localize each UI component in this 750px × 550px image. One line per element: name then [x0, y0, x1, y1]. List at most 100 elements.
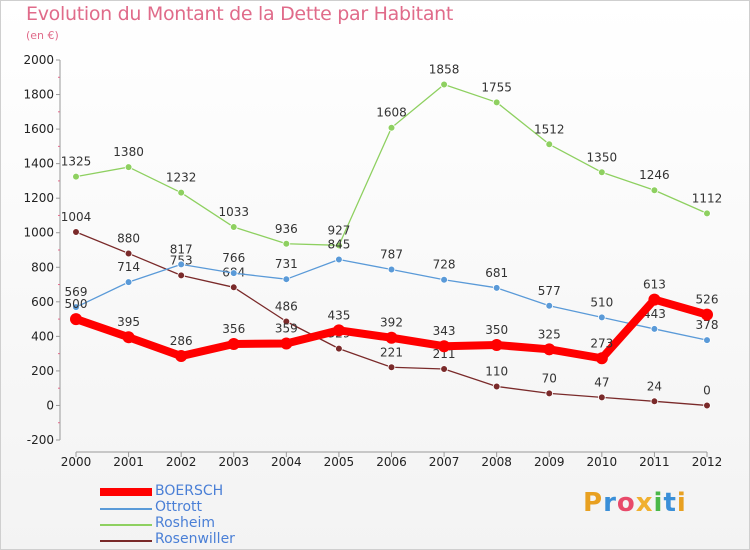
data-point — [227, 337, 240, 350]
data-point — [387, 363, 396, 372]
y-tick-label: 0 — [46, 398, 54, 412]
data-label: 1608 — [376, 106, 407, 120]
data-point — [282, 275, 291, 283]
data-label: 395 — [117, 315, 140, 329]
legend-label: BOERSCH — [155, 483, 224, 499]
data-label: 880 — [117, 231, 140, 245]
data-point — [282, 317, 291, 326]
data-label: 70 — [542, 371, 557, 385]
data-point — [332, 324, 345, 337]
data-label: 392 — [380, 316, 403, 330]
data-point — [490, 339, 503, 351]
y-tick-label: 1000 — [23, 226, 54, 240]
x-tick-label: 2001 — [113, 455, 144, 469]
data-label: 1232 — [166, 171, 197, 185]
data-point — [282, 239, 291, 248]
data-point — [598, 168, 606, 177]
y-tick-label: 200 — [31, 364, 54, 378]
data-label: 110 — [485, 364, 508, 378]
data-label: 286 — [170, 334, 193, 348]
data-point — [385, 331, 398, 344]
data-label: 486 — [275, 300, 298, 314]
data-point — [703, 401, 711, 410]
y-tick-label: -200 — [27, 433, 54, 447]
data-point — [492, 284, 501, 292]
data-point — [175, 350, 188, 363]
chart-unit: (en €) — [26, 29, 59, 42]
data-point — [72, 303, 80, 311]
data-point — [598, 313, 606, 322]
data-label: 1033 — [218, 205, 249, 219]
data-point — [545, 389, 554, 398]
data-label: 1325 — [61, 155, 92, 169]
y-tick-label: 1600 — [23, 122, 54, 136]
data-point — [177, 271, 185, 280]
x-tick-label: 2008 — [481, 455, 512, 469]
data-label: 817 — [170, 242, 193, 256]
data-label: 577 — [538, 284, 561, 298]
legend-swatch — [100, 508, 152, 510]
legend-label: Rosheim — [155, 515, 215, 531]
data-label: 356 — [222, 322, 245, 336]
data-label: 728 — [433, 258, 456, 272]
data-point — [229, 223, 238, 231]
y-tick-label: 400 — [31, 329, 54, 343]
data-point — [177, 188, 185, 197]
x-tick-label: 2006 — [376, 455, 407, 469]
data-point — [543, 343, 556, 356]
data-label: 845 — [327, 238, 350, 252]
data-label: 24 — [647, 379, 662, 393]
data-point — [124, 163, 133, 171]
data-point — [280, 337, 293, 350]
data-label: 1858 — [429, 63, 460, 77]
data-label: 1004 — [61, 210, 92, 224]
data-label: 1380 — [113, 145, 144, 159]
data-point — [703, 209, 711, 218]
data-point — [440, 365, 448, 373]
data-label: 753 — [170, 253, 193, 267]
data-point — [122, 331, 135, 344]
data-point — [492, 382, 501, 391]
data-label: 613 — [643, 278, 666, 292]
legend-swatch — [100, 524, 152, 526]
y-tick-label: 1800 — [23, 88, 54, 102]
data-label: 378 — [696, 318, 719, 332]
data-label: 221 — [380, 345, 403, 359]
data-point — [650, 186, 659, 195]
legend-label: Rosenwiller — [155, 531, 235, 547]
data-label: 1350 — [587, 150, 618, 164]
data-point — [124, 278, 133, 286]
x-tick-label: 2004 — [271, 455, 302, 469]
data-label: 787 — [380, 248, 403, 262]
data-label: 500 — [65, 297, 88, 311]
data-label: 927 — [327, 223, 350, 237]
data-point — [335, 241, 343, 250]
proxiti-logo: Proxiti — [583, 488, 687, 518]
chart-title: Evolution du Montant de la Dette par Hab… — [26, 3, 454, 25]
data-label: 211 — [433, 347, 456, 361]
data-point — [335, 255, 343, 264]
data-label: 343 — [433, 324, 456, 338]
legend-item: Rosenwiller — [100, 531, 320, 549]
data-label: 325 — [538, 327, 561, 341]
data-point — [72, 172, 80, 181]
data-label: 359 — [275, 321, 298, 335]
data-label: 731 — [275, 257, 298, 271]
data-point — [124, 249, 133, 258]
data-point — [229, 283, 238, 292]
y-tick-label: 1400 — [23, 157, 54, 171]
data-label: 1112 — [692, 191, 723, 205]
data-point — [440, 275, 448, 284]
x-tick-label: 2011 — [639, 455, 670, 469]
legend-item: Ottrott — [100, 499, 320, 517]
data-point — [545, 140, 554, 149]
data-label: 47 — [594, 375, 609, 389]
y-tick-label: 600 — [31, 295, 54, 309]
y-tick-label: 1200 — [23, 191, 54, 205]
data-point — [545, 301, 554, 310]
x-tick-label: 2010 — [587, 455, 618, 469]
y-tick-label: 800 — [31, 260, 54, 274]
data-label: 936 — [275, 222, 298, 236]
data-point — [387, 123, 396, 132]
